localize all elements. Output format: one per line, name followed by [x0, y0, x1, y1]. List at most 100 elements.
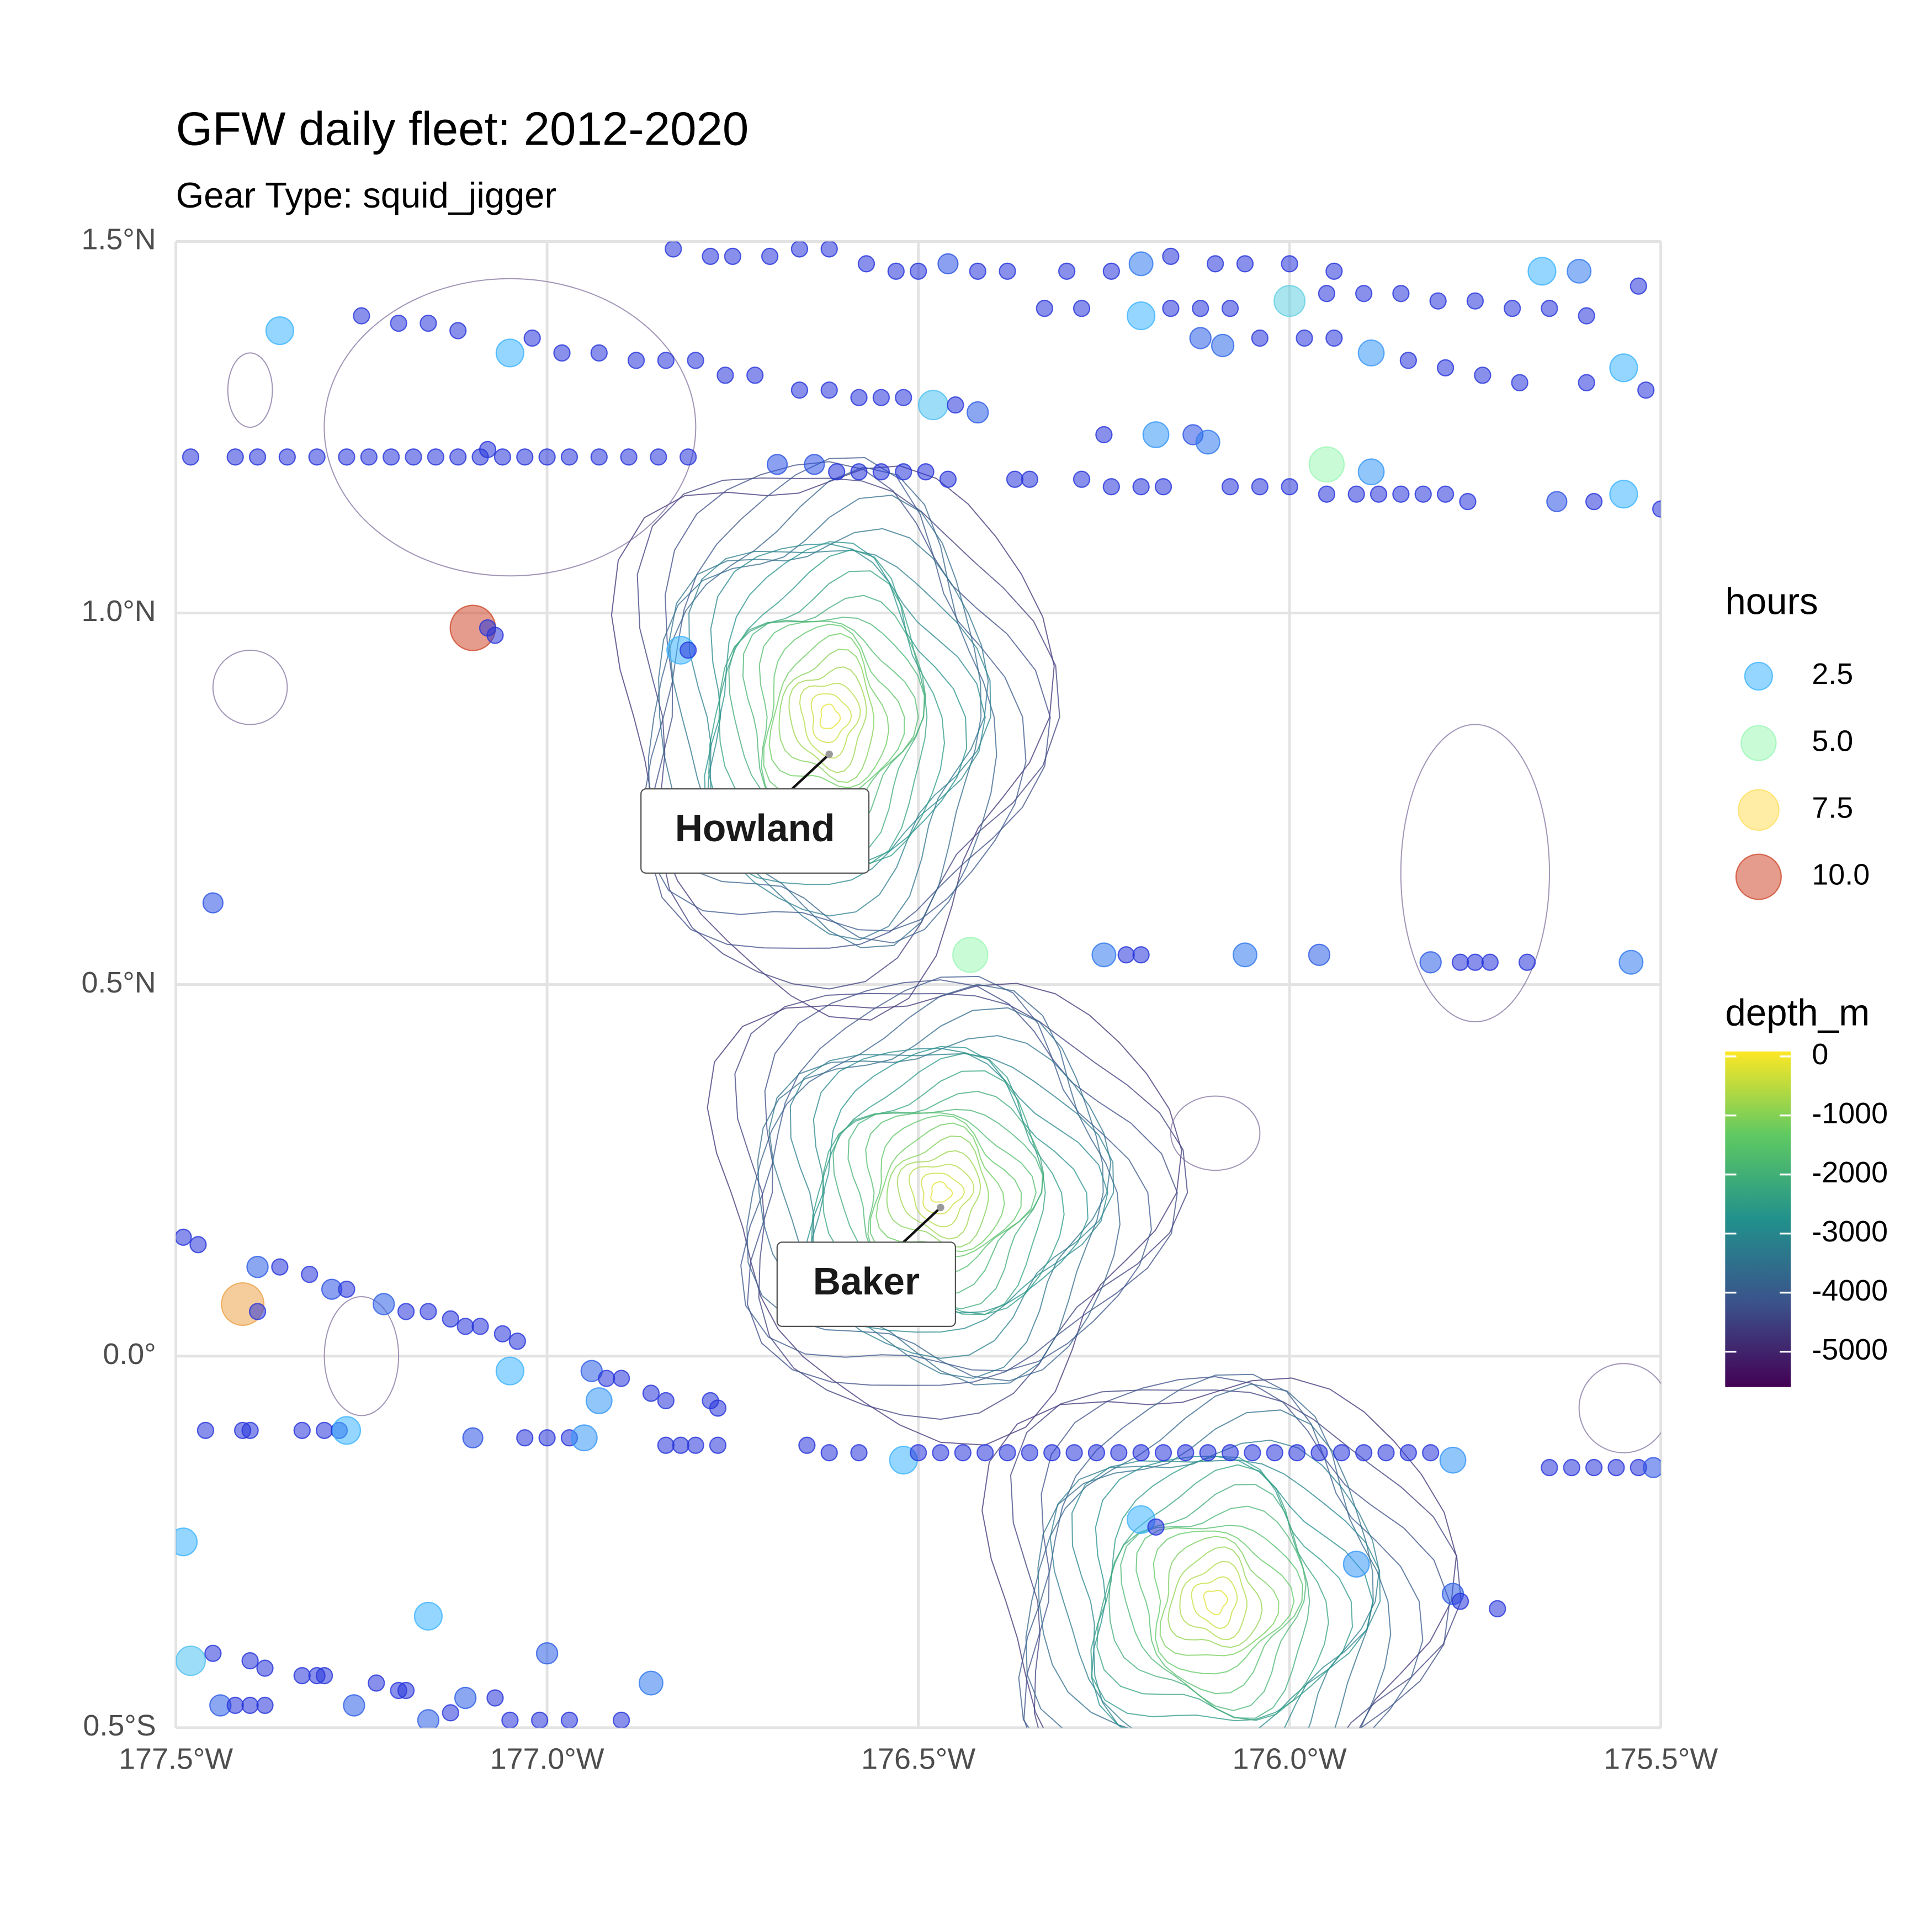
contour — [768, 1035, 1112, 1379]
vessel-point — [1518, 953, 1536, 971]
vessel-point — [1466, 292, 1484, 310]
vessel-point — [570, 1424, 598, 1452]
vessel-point — [790, 381, 809, 399]
vessel-point — [627, 352, 645, 369]
legend-title: hours — [1725, 581, 1818, 623]
contour — [227, 352, 273, 428]
contour — [981, 1377, 1457, 1728]
vessel-point — [338, 1280, 355, 1298]
contour — [763, 623, 905, 795]
vessel-point — [1132, 946, 1150, 964]
vessel-point — [790, 241, 809, 258]
vessel-point — [1357, 458, 1385, 486]
vessel-point — [680, 641, 697, 659]
vessel-point — [1154, 478, 1172, 496]
contour — [740, 975, 1152, 1372]
vessel-point — [204, 1644, 222, 1662]
colorbar — [1725, 1051, 1791, 1387]
vessel-point — [687, 1436, 704, 1454]
vessel-point — [761, 247, 779, 266]
vessel-point — [343, 1694, 365, 1717]
contour — [647, 466, 997, 944]
vessel-point — [501, 1711, 519, 1728]
vessel-point — [952, 937, 989, 973]
vessel-point — [1073, 470, 1091, 488]
vessel-point — [1541, 1459, 1558, 1477]
legend-label: 5.0 — [1812, 724, 1853, 757]
annotation-leader — [903, 1206, 942, 1243]
vessel-point — [680, 448, 697, 466]
vessel-point — [1347, 485, 1365, 503]
x-tick-label: 176.0°W — [1233, 1743, 1347, 1776]
vessel-point — [976, 1444, 994, 1462]
vessel-point — [895, 463, 912, 481]
vessel-point — [1466, 953, 1484, 971]
contour — [832, 1091, 1044, 1310]
vessel-point — [278, 448, 296, 466]
vessel-point — [850, 1444, 868, 1462]
vessel-point — [479, 440, 497, 459]
vessel-point — [531, 1711, 549, 1728]
x-tick-label: 176.5°W — [861, 1743, 975, 1776]
legend-key — [1740, 725, 1777, 761]
vessel-point — [493, 448, 512, 466]
vessel-point — [308, 448, 326, 466]
vessel-point — [1036, 300, 1053, 317]
contour — [811, 1052, 1065, 1315]
vessel-point — [1102, 478, 1120, 496]
vessel-point — [226, 448, 244, 466]
contour — [658, 495, 982, 948]
vessel-point — [887, 262, 905, 280]
vessel-point — [535, 1642, 559, 1665]
vessel-point — [1244, 1444, 1261, 1462]
vessel-point — [746, 367, 764, 384]
vessel-point — [657, 1436, 675, 1454]
vessel-point — [820, 1444, 838, 1462]
vessel-point — [241, 1696, 259, 1715]
vessel-point — [585, 1387, 613, 1414]
vessel-point — [315, 1666, 333, 1685]
contour — [1025, 1383, 1392, 1728]
legend-key — [1735, 853, 1782, 900]
vessel-point — [1325, 262, 1343, 280]
contour — [1159, 1536, 1280, 1657]
vessel-point — [638, 1670, 664, 1696]
vessel-point — [1117, 946, 1135, 964]
vessel-point — [420, 1303, 437, 1320]
contour — [1090, 1456, 1354, 1722]
island-point — [825, 750, 833, 758]
vessel-point — [642, 1384, 660, 1402]
vessel-point — [1511, 374, 1528, 391]
annotations: Howland Baker — [640, 750, 957, 1328]
vessel-point — [1065, 1444, 1083, 1462]
contour — [1170, 1095, 1261, 1171]
vessel-point — [1281, 255, 1298, 273]
vessel-point — [1422, 1444, 1440, 1462]
vessel-point — [202, 892, 224, 914]
vessel-point — [828, 463, 846, 481]
vessel-point — [1154, 1444, 1172, 1462]
vessel-point — [1489, 1600, 1506, 1618]
y-tick-label: 0.5°S — [83, 1709, 156, 1742]
vessel-point — [427, 448, 444, 466]
contour — [810, 693, 852, 744]
vessel-point — [383, 448, 400, 466]
vessel-point — [590, 448, 608, 466]
vessel-point — [516, 1429, 534, 1447]
vessel-point — [1207, 255, 1224, 273]
vessel-point — [850, 463, 868, 481]
vessel-point — [1296, 329, 1313, 347]
vessel-point — [1439, 1446, 1467, 1474]
contour — [707, 983, 1182, 1446]
contour — [642, 457, 1027, 932]
contour — [778, 649, 875, 783]
x-tick-label: 175.5°W — [1604, 1743, 1718, 1776]
vessel-point — [176, 1527, 198, 1557]
vessel-point — [417, 1709, 440, 1728]
vessel-point — [1325, 329, 1343, 347]
legend-label: 10.0 — [1812, 858, 1870, 891]
vessel-point — [405, 448, 422, 466]
vessel-point — [650, 448, 667, 466]
vessel-point — [1585, 1459, 1603, 1477]
vessel-point — [1567, 258, 1592, 284]
